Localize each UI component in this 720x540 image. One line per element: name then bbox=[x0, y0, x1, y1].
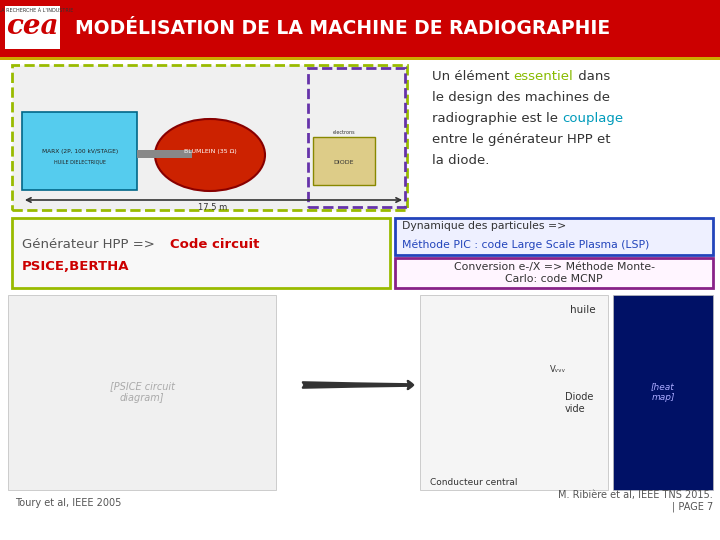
Bar bbox=[395, 258, 713, 288]
Bar bbox=[613, 295, 713, 490]
Bar bbox=[12, 65, 407, 210]
Bar bbox=[313, 137, 375, 185]
Bar bbox=[0, 0, 720, 57]
Text: radiographie est le: radiographie est le bbox=[432, 112, 562, 125]
Bar bbox=[8, 295, 276, 490]
Text: PSICE,BERTHA: PSICE,BERTHA bbox=[22, 260, 130, 273]
Text: MARX (2P, 100 kV/STAGE): MARX (2P, 100 kV/STAGE) bbox=[42, 150, 118, 154]
Text: [PSICE circuit
diagram]: [PSICE circuit diagram] bbox=[109, 381, 174, 403]
Text: couplage: couplage bbox=[562, 112, 624, 125]
Text: M. Ribière et al, IEEE TNS 2015.: M. Ribière et al, IEEE TNS 2015. bbox=[558, 490, 713, 500]
Bar bbox=[5, 6, 60, 49]
Text: le design des machines de: le design des machines de bbox=[432, 91, 610, 104]
Text: entre le générateur HPP et: entre le générateur HPP et bbox=[432, 133, 611, 146]
Bar bbox=[420, 295, 608, 490]
Bar bbox=[0, 57, 720, 60]
Text: electrons: electrons bbox=[333, 130, 355, 134]
Bar bbox=[137, 150, 192, 158]
Text: la diode.: la diode. bbox=[432, 154, 490, 167]
Text: Un élément: Un élément bbox=[432, 70, 514, 83]
Text: Dynamique des particules =>: Dynamique des particules => bbox=[402, 221, 570, 231]
Bar bbox=[22, 112, 137, 190]
Text: | PAGE 7: | PAGE 7 bbox=[672, 502, 713, 512]
Text: vide: vide bbox=[565, 404, 585, 414]
Text: Conducteur central: Conducteur central bbox=[430, 478, 518, 487]
Text: BLUMLEIN (35 Ω): BLUMLEIN (35 Ω) bbox=[184, 150, 236, 154]
Text: Toury et al, IEEE 2005: Toury et al, IEEE 2005 bbox=[15, 498, 122, 508]
Text: huile: huile bbox=[570, 305, 595, 315]
Text: DE LA RECHERCHE À L'INDUSTRIE: DE LA RECHERCHE À L'INDUSTRIE bbox=[0, 8, 73, 13]
Text: cea: cea bbox=[6, 13, 58, 40]
Bar bbox=[395, 218, 713, 255]
Text: HUILE DIELECTRIQUE: HUILE DIELECTRIQUE bbox=[54, 159, 106, 165]
Text: dans: dans bbox=[574, 70, 610, 83]
Text: Vᵥᵥᵥ: Vᵥᵥᵥ bbox=[550, 365, 566, 374]
Text: [heat
map]: [heat map] bbox=[651, 382, 675, 402]
Ellipse shape bbox=[155, 119, 265, 191]
Text: essentiel: essentiel bbox=[514, 70, 574, 83]
Text: DIODE: DIODE bbox=[334, 159, 354, 165]
Text: Code circuit: Code circuit bbox=[170, 238, 259, 251]
Bar bbox=[12, 218, 390, 288]
Text: MODÉLISATION DE LA MACHINE DE RADIOGRAPHIE: MODÉLISATION DE LA MACHINE DE RADIOGRAPH… bbox=[75, 19, 610, 38]
Text: Conversion e-/X => Méthode Monte-
Carlo: code MCNP: Conversion e-/X => Méthode Monte- Carlo:… bbox=[454, 262, 654, 284]
Text: Méthode PIC : code Large Scale Plasma (LSP): Méthode PIC : code Large Scale Plasma (L… bbox=[402, 240, 649, 251]
Bar bbox=[308, 68, 405, 207]
Text: Diode: Diode bbox=[565, 392, 593, 402]
Text: 17.5 m: 17.5 m bbox=[199, 203, 228, 212]
Text: Générateur HPP =>: Générateur HPP => bbox=[22, 238, 159, 251]
